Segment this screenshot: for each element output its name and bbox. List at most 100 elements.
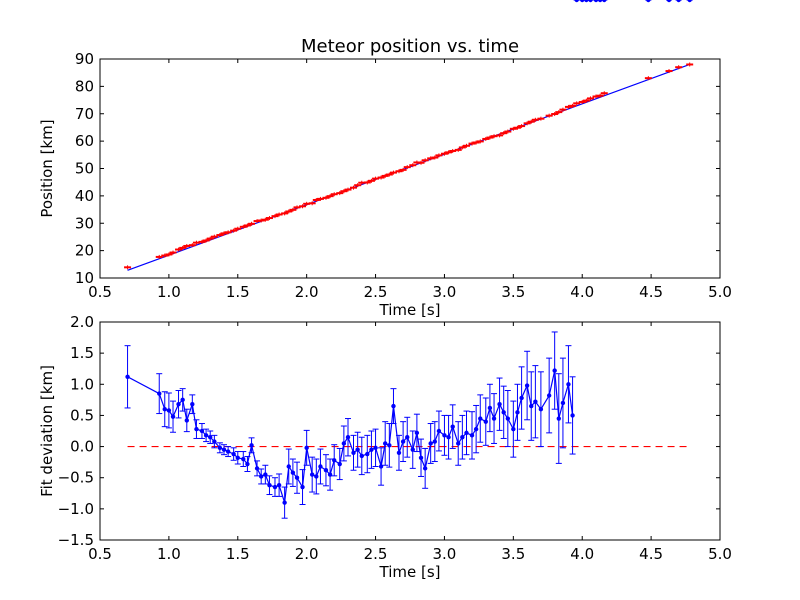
y-tick-label: 30 (75, 214, 94, 232)
data-point (432, 439, 437, 444)
data-point (464, 430, 469, 436)
data-point (254, 466, 260, 471)
y-tick-label: 0.5 (70, 406, 94, 424)
x-axis-label: Time [s] (379, 301, 441, 319)
data-point (501, 410, 506, 415)
x-tick-label: 4.5 (639, 545, 663, 563)
x-tick-label: 2.0 (295, 283, 319, 301)
x-tick-label: 3.0 (433, 283, 457, 301)
x-tick-label: 1.0 (157, 545, 181, 563)
data-point (588, 0, 593, 3)
data-point (456, 441, 461, 446)
y-tick-label: 40 (75, 187, 94, 205)
data-point (487, 405, 493, 411)
x-tick-label: 4.0 (570, 283, 594, 301)
x-tick-label: 3.5 (501, 283, 525, 301)
data-point (199, 428, 205, 434)
x-tick-label: 0.5 (88, 545, 112, 563)
x-tick-label: 4.0 (570, 545, 594, 563)
data-point (552, 368, 557, 373)
data-point (180, 397, 185, 403)
y-tick-label: 60 (75, 132, 94, 150)
data-point (235, 455, 240, 460)
x-tick-label: 2.5 (364, 283, 388, 301)
data-point (259, 474, 264, 479)
y-tick-label: −1.0 (58, 500, 94, 518)
data-point (574, 0, 579, 3)
data-point (208, 435, 213, 440)
data-point (473, 426, 479, 432)
y-tick-label: 2.0 (70, 313, 94, 331)
plot-frame (99, 321, 721, 541)
data-point (282, 500, 287, 505)
data-point (446, 435, 451, 440)
x-tick-label: 1.5 (226, 283, 250, 301)
data-point (418, 455, 424, 460)
data-point (212, 439, 217, 444)
data-point (267, 482, 272, 488)
data-point (318, 464, 323, 469)
data-point (511, 426, 516, 432)
data-point (125, 374, 130, 380)
data-point (602, 0, 607, 3)
data-point (341, 441, 347, 446)
data-point (450, 424, 455, 429)
chart-title: Meteor position vs. time (301, 36, 519, 57)
x-tick-label: 1.0 (157, 283, 181, 301)
data-point (383, 441, 388, 446)
y-tick-label: 0.0 (70, 438, 94, 456)
y-tick-label: 90 (75, 50, 94, 68)
data-point (546, 393, 552, 398)
deviation-chart: 0.5 1.0 1.5 2.0 2.5 3.0 3.5 4.0 4.5 5.0 −1.5 −1.0 −0… (38, 0, 732, 581)
data-point (414, 430, 420, 436)
data-point (225, 449, 231, 454)
y-tick-label: 50 (75, 160, 94, 178)
data-point (184, 418, 189, 423)
data-point (327, 472, 333, 477)
data-point (304, 445, 309, 451)
data-point (538, 407, 544, 412)
data-point (190, 402, 195, 407)
data-point (373, 445, 378, 451)
y-tick-label: 20 (75, 242, 94, 260)
y-tick-label: 70 (75, 105, 94, 123)
data-point (286, 464, 291, 469)
data-point (170, 414, 176, 419)
data-point (369, 447, 374, 452)
data-point (478, 416, 483, 421)
y-tick-label: −1.5 (58, 531, 94, 549)
data-point (387, 443, 392, 448)
y-tick-label: 1.0 (70, 375, 94, 393)
x-tick-label: 5.0 (708, 283, 732, 301)
y-axis-label: Position [km] (38, 119, 56, 217)
data-point (272, 484, 278, 490)
data-point (646, 0, 651, 3)
data-point (524, 383, 530, 388)
data-point (560, 400, 566, 406)
x-tick-label: 1.5 (226, 545, 250, 563)
data-point (314, 474, 319, 479)
data-point (460, 435, 465, 440)
data-point (378, 464, 384, 469)
data-point (176, 402, 181, 407)
y-tick-label: 10 (75, 269, 94, 287)
data-point (396, 450, 402, 455)
x-tick-label: 3.5 (501, 545, 525, 563)
data-point (203, 433, 209, 438)
data-point (337, 461, 342, 467)
data-point (300, 484, 305, 490)
data-point (469, 433, 475, 438)
data-point (676, 0, 681, 3)
data-point (584, 0, 589, 3)
data-point (515, 410, 520, 415)
data-point (309, 472, 315, 477)
data-point (166, 408, 172, 413)
x-axis-label: Time [s] (379, 563, 441, 581)
data-point (355, 447, 360, 452)
data-point (593, 0, 599, 3)
data-point (345, 435, 351, 440)
data-point (533, 399, 538, 404)
data-point (263, 472, 268, 477)
data-point (221, 447, 227, 452)
data-point (442, 433, 447, 438)
